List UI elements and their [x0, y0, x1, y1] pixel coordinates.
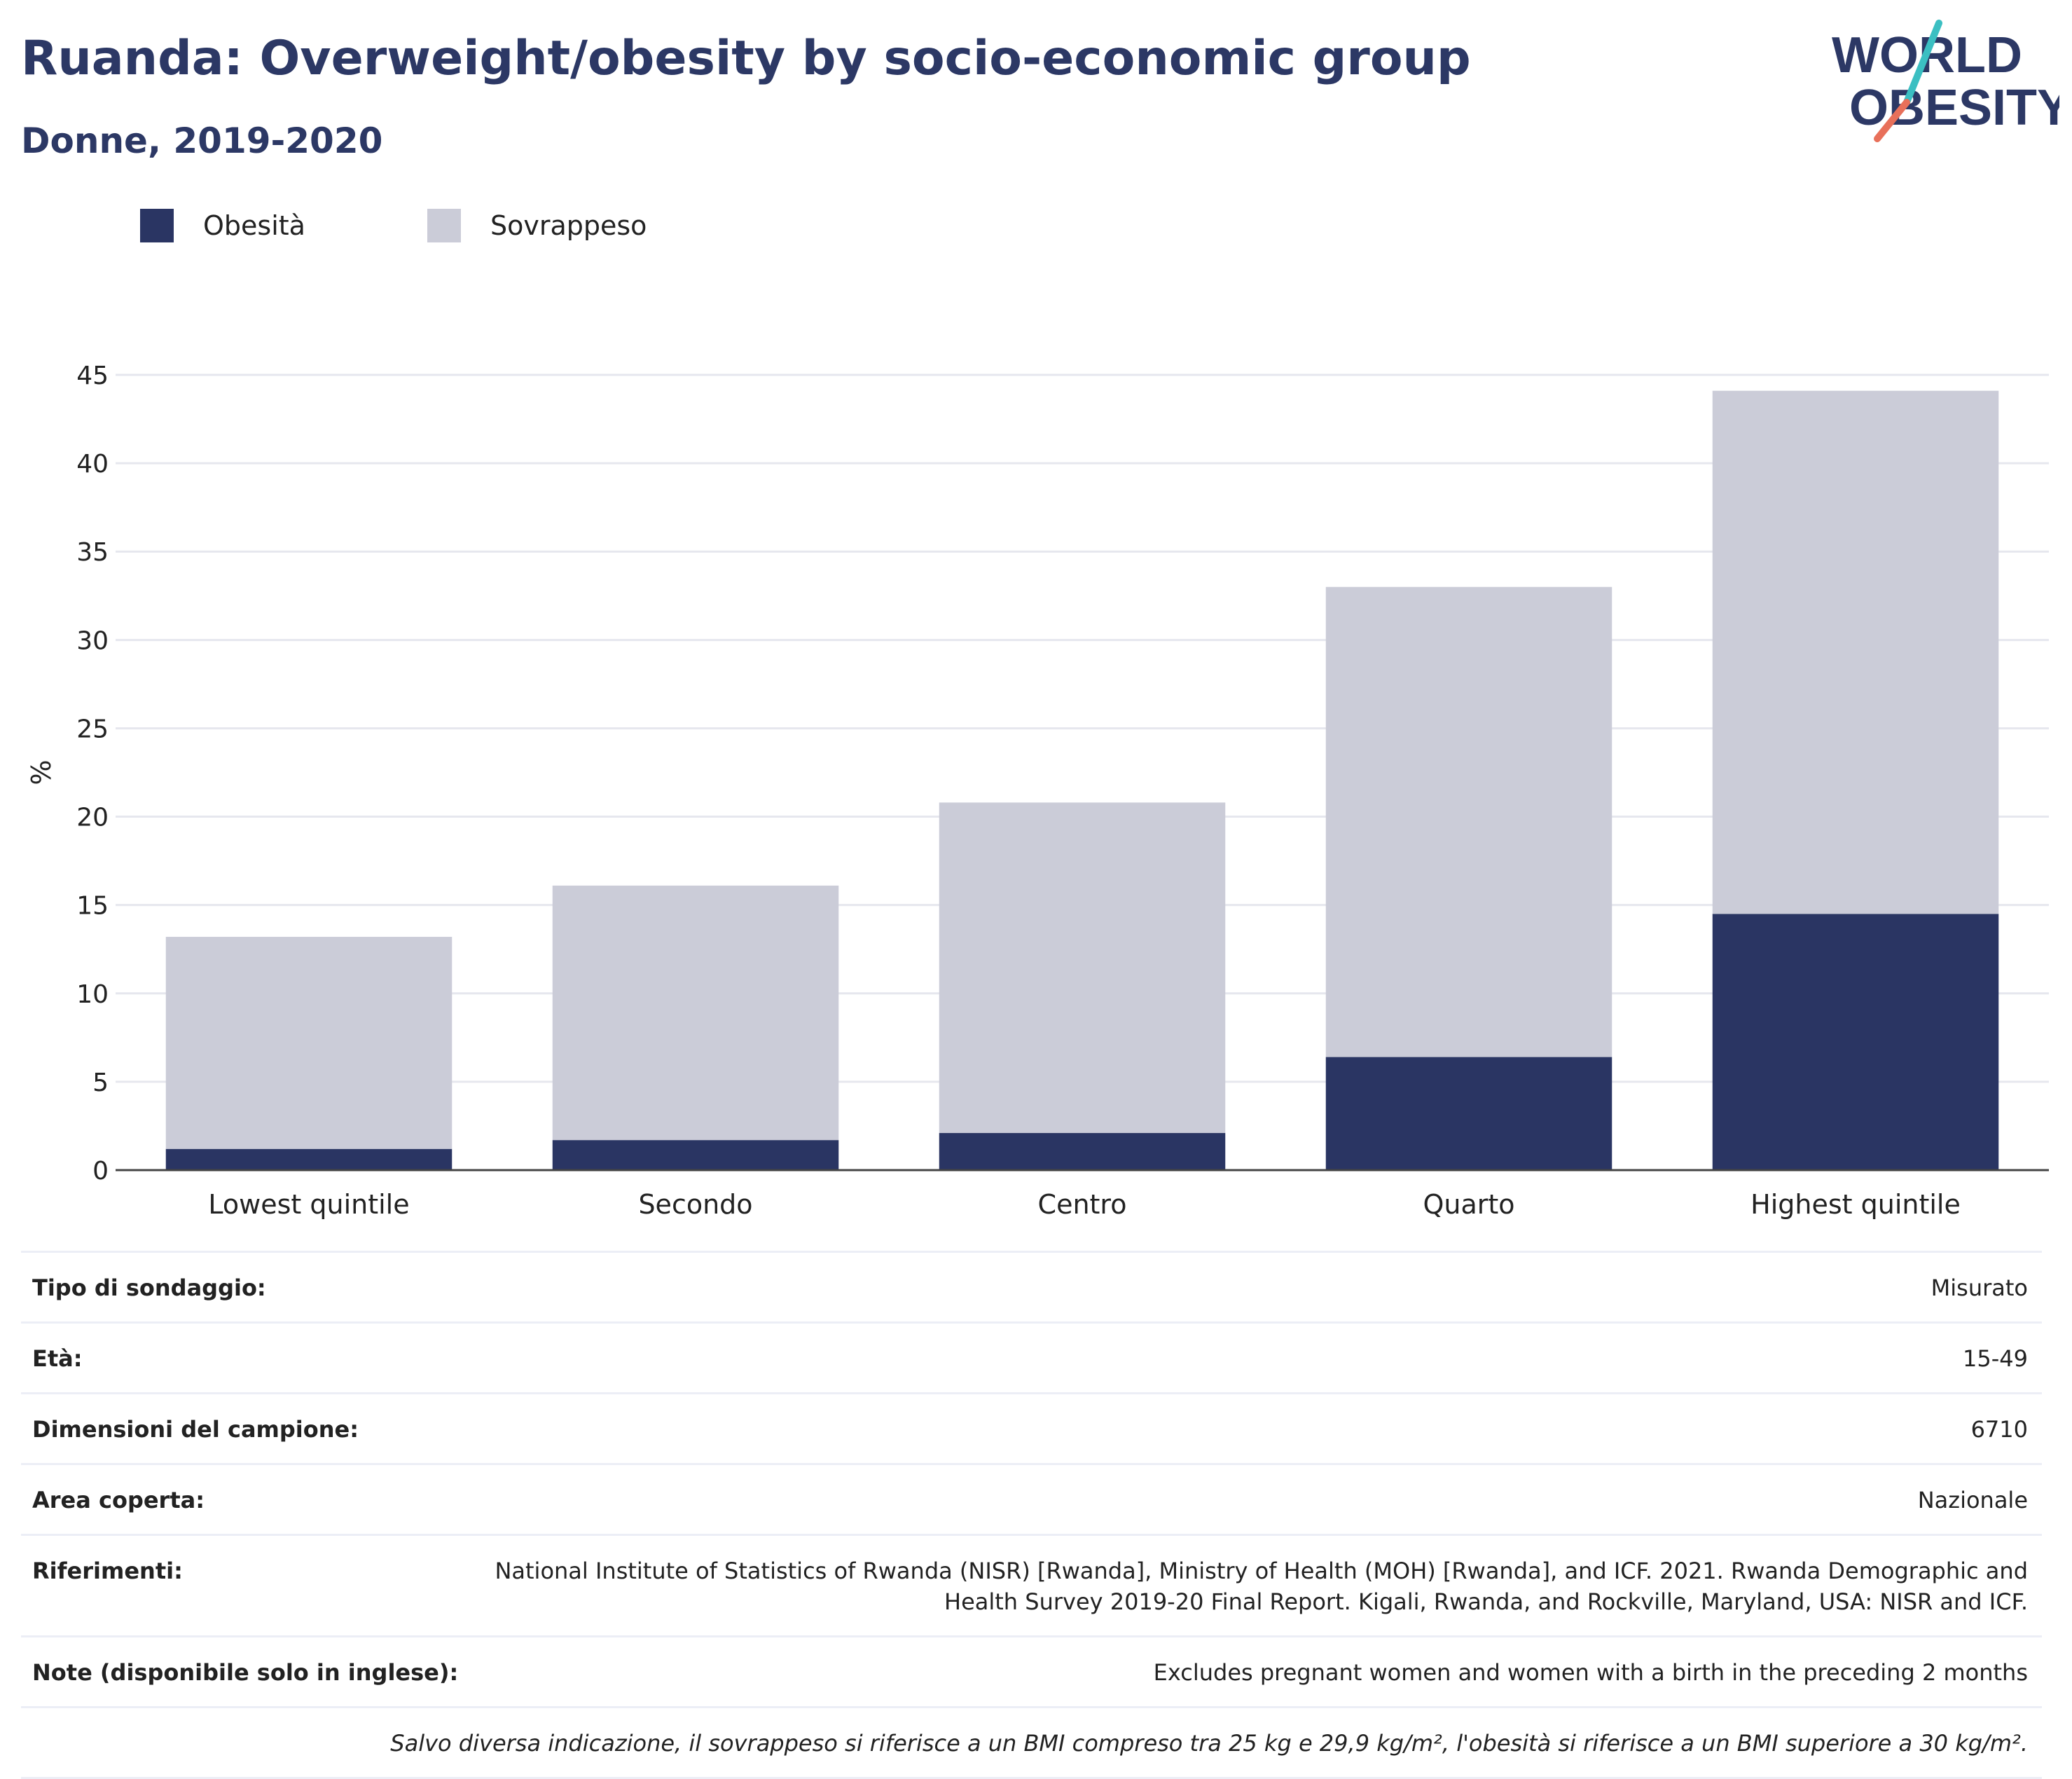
info-key: Area coperta: — [32, 1487, 205, 1513]
x-tick-label: Quarto — [1423, 1189, 1514, 1220]
x-tick-label: Lowest quintile — [208, 1189, 409, 1220]
info-key: Dimensioni del campione: — [32, 1416, 359, 1443]
legend-label-obesity: Obesità — [203, 210, 305, 241]
bar-obesity — [552, 1140, 839, 1170]
x-tick-label: Centro — [1038, 1189, 1127, 1220]
bmi-footnote: Salvo diversa indicazione, il sovrappeso… — [21, 1706, 2042, 1779]
info-row-survey-type: Tipo di sondaggio: Misurato — [21, 1251, 2042, 1321]
y-tick-label: 35 — [76, 538, 109, 567]
chart-title: Ruanda: Overweight/obesity by socio-econ… — [21, 31, 1471, 86]
bar-overweight — [165, 937, 453, 1149]
info-row-age: Età: 15-49 — [21, 1321, 2042, 1392]
legend-swatch-obesity — [140, 209, 174, 242]
logo-text-obesity: OBESITY — [1849, 80, 2059, 136]
info-value: Nazionale — [1917, 1487, 2028, 1513]
info-key: Note (disponibile solo in inglese): — [32, 1659, 459, 1686]
y-axis-label: % — [26, 760, 57, 785]
y-tick-label: 20 — [76, 804, 109, 832]
y-tick-label: 30 — [76, 626, 109, 655]
info-value: Excludes pregnant women and women with a… — [1153, 1659, 2028, 1686]
info-row-sample-size: Dimensioni del campione: 6710 — [21, 1392, 2042, 1463]
world-obesity-logo: WORLD OBESITY — [1832, 20, 2059, 142]
y-tick-label: 0 — [92, 1157, 109, 1186]
info-value: 6710 — [1970, 1416, 2028, 1443]
x-tick-label: Secondo — [638, 1189, 752, 1220]
chart-subtitle: Donne, 2019-2020 — [21, 121, 383, 161]
bar-obesity — [939, 1133, 1226, 1170]
logo-slash-bottom — [1874, 99, 1910, 142]
info-value: National Institute of Statistics of Rwan… — [495, 1558, 2028, 1615]
y-tick-label: 45 — [76, 362, 109, 390]
legend-swatch-overweight — [427, 209, 461, 242]
info-key: Età: — [32, 1345, 83, 1372]
info-row-area: Area coperta: Nazionale — [21, 1463, 2042, 1534]
y-tick-label: 10 — [76, 980, 109, 1009]
y-tick-label: 25 — [76, 715, 109, 743]
x-tick-label: Highest quintile — [1750, 1189, 1961, 1220]
info-key: Riferimenti: — [32, 1558, 183, 1584]
bar-overweight — [939, 802, 1226, 1134]
stacked-bar-chart: 0 5 10 15 20 25 30 35 40 45% Lowest quintile Second… — [26, 362, 2049, 1220]
info-value: Misurato — [1931, 1275, 2028, 1301]
survey-info-table: Tipo di sondaggio: Misurato Età: 15-49 D… — [21, 1251, 2042, 1779]
y-tick-label: 15 — [76, 892, 109, 921]
bar-obesity — [1325, 1057, 1612, 1170]
info-row-references: Riferimenti: National Institute of Stati… — [21, 1534, 2042, 1635]
legend-label-overweight: Sovrappeso — [490, 210, 647, 241]
info-key: Tipo di sondaggio: — [32, 1275, 266, 1301]
bar-overweight — [1712, 390, 1999, 914]
bar-obesity — [1712, 914, 1999, 1170]
logo-slash-top — [1903, 20, 1942, 106]
bar-obesity — [165, 1148, 453, 1170]
y-tick-label: 5 — [92, 1069, 109, 1097]
bar-overweight — [1325, 586, 1612, 1057]
bar-overweight — [552, 885, 839, 1141]
info-value: 15-49 — [1963, 1345, 2028, 1372]
y-tick-label: 40 — [76, 450, 109, 479]
info-row-notes: Note (disponibile solo in inglese): Excl… — [21, 1635, 2042, 1706]
